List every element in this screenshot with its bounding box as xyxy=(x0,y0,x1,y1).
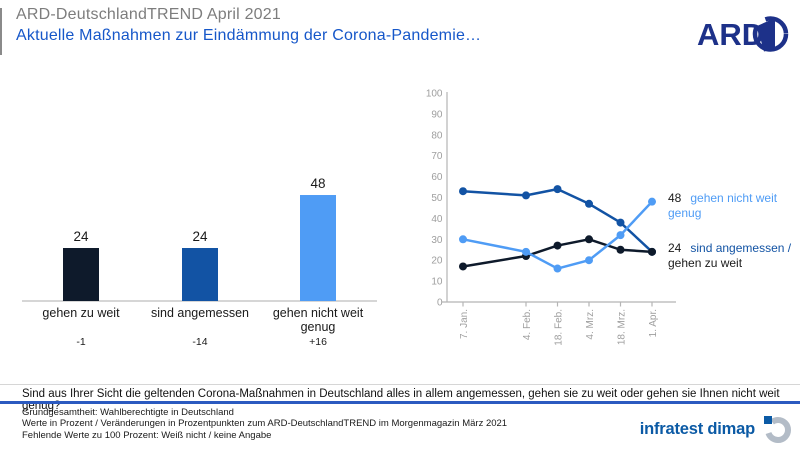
data-point xyxy=(585,256,593,265)
bar-category-label: sind angemessen xyxy=(151,306,249,320)
data-point xyxy=(522,247,530,256)
bar-change-label: +16 xyxy=(309,336,327,348)
infratest-dimap-logo-icon xyxy=(764,416,791,443)
y-tick-label: 30 xyxy=(431,235,443,246)
edge-mark xyxy=(0,8,2,55)
divider-top xyxy=(0,384,800,385)
infratest-dimap-brand: infratest dimap xyxy=(620,413,792,445)
bar-change-label: -14 xyxy=(192,336,207,348)
bar xyxy=(300,195,336,301)
data-point xyxy=(459,187,467,196)
page-title: Aktuelle Maßnahmen zur Eindämmung der Co… xyxy=(16,27,482,44)
footnote-line: Fehlende Werte zu 100 Prozent: Weiß nich… xyxy=(22,429,272,441)
y-tick-label: 50 xyxy=(431,193,443,204)
bar-category-label: genug xyxy=(301,320,336,334)
line-label-nicht-weit-genug: 48 gehen nicht weit genug xyxy=(668,191,798,221)
data-point xyxy=(522,191,530,200)
data-point xyxy=(585,199,593,208)
footnotes: Grundgesamtheit: Wahlberechtigte in Deut… xyxy=(22,407,507,441)
y-tick-label: 20 xyxy=(431,256,443,267)
y-tick-label: 70 xyxy=(431,151,443,162)
data-point xyxy=(459,262,467,271)
y-tick-label: 40 xyxy=(431,214,443,225)
x-tick-label: 7. Jan. xyxy=(459,309,470,339)
bar-chart: 24 gehen zu weit -1 24 sind angemessen -14 48 g… xyxy=(22,176,377,348)
bar xyxy=(63,248,99,301)
bar-value-label: 48 xyxy=(310,176,325,191)
end-label-text: gehen nicht weit xyxy=(690,191,778,205)
data-point xyxy=(553,185,562,194)
data-point xyxy=(553,241,562,250)
report-pretitle: ARD-DeutschlandTREND April 2021 xyxy=(16,6,281,23)
y-tick-label: 80 xyxy=(431,130,443,141)
data-point xyxy=(616,218,625,227)
x-tick-label: 18. Feb. xyxy=(554,309,565,346)
bar-category-label: gehen nicht weit xyxy=(273,306,364,320)
bar-value-label: 24 xyxy=(73,229,89,244)
data-point xyxy=(553,264,562,273)
data-point xyxy=(616,245,625,254)
end-label-text: sind angemessen / xyxy=(690,241,792,255)
y-tick-label: 90 xyxy=(431,109,443,120)
ard-logo-one-icon xyxy=(757,18,775,52)
data-point xyxy=(648,247,656,256)
line-series xyxy=(462,238,653,268)
footnote-line: Grundgesamtheit: Wahlberechtigte in Deut… xyxy=(22,407,234,418)
x-tick-label: 1. Apr. xyxy=(648,309,659,337)
x-tick-label: 4. Mrz. xyxy=(585,309,596,340)
ard-logo: ARD xyxy=(697,16,789,52)
divider-blue xyxy=(0,401,800,404)
footnote-line: Werte in Prozent / Veränderungen in Proz… xyxy=(22,418,508,430)
bar-value-label: 24 xyxy=(192,229,208,244)
line-series xyxy=(462,200,653,270)
line-label-angemessen-zu-weit: 24 sind angemessen / gehen zu weit xyxy=(668,241,798,271)
bar xyxy=(182,248,218,301)
end-label-text-line2: gehen zu weit xyxy=(668,256,743,270)
y-tick-label: 100 xyxy=(426,89,443,100)
data-point xyxy=(648,197,656,206)
x-tick-label: 4. Feb. xyxy=(522,309,533,340)
infratest-dimap-logo-text: infratest dimap xyxy=(639,419,755,438)
line-series xyxy=(462,187,653,253)
data-point xyxy=(616,231,625,240)
bar-category-label: gehen zu weit xyxy=(42,306,120,320)
x-tick-label: 18. Mrz. xyxy=(617,309,628,345)
end-label-value: 48 xyxy=(668,191,682,205)
data-point xyxy=(585,235,593,244)
end-label-value: 24 xyxy=(668,241,682,255)
y-tick-label: 0 xyxy=(437,298,443,309)
end-label-text-line2: genug xyxy=(668,206,702,220)
y-tick-label: 60 xyxy=(431,172,443,183)
data-point xyxy=(459,235,467,244)
y-tick-label: 10 xyxy=(431,277,443,288)
bar-change-label: -1 xyxy=(76,336,85,348)
line-chart: 0 10 20 30 40 50 60 70 80 90 100 7. Jan. 4. Feb. 18. … xyxy=(426,89,676,346)
